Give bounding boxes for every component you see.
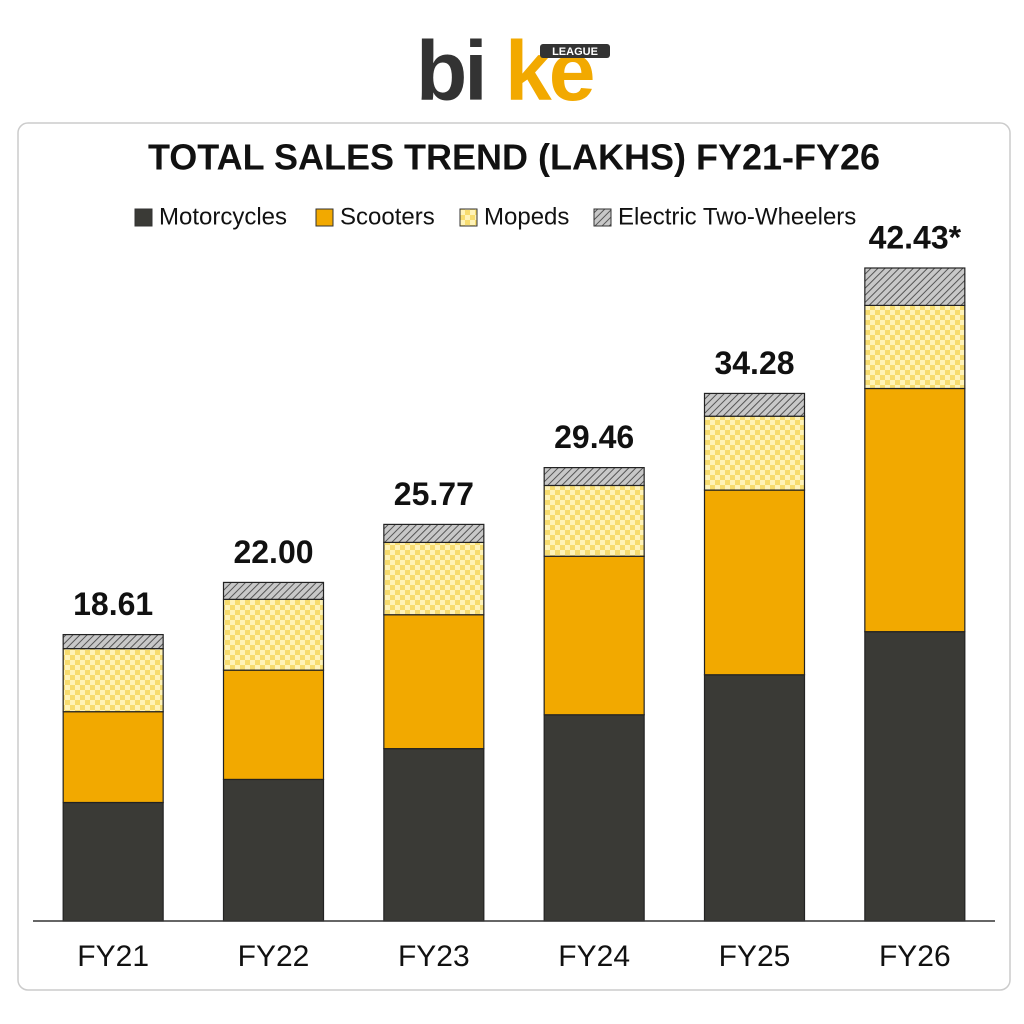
total-label: 29.46 <box>554 419 634 455</box>
bar-segment <box>703 489 806 676</box>
chart-title: TOTAL SALES TREND (LAKHS) FY21-FY26 <box>148 137 880 178</box>
bar-segment <box>864 631 966 922</box>
x-tick-label: FY24 <box>558 940 630 973</box>
bar-segment <box>703 392 806 417</box>
bar-segment <box>383 523 485 544</box>
bar-segment <box>222 581 325 600</box>
logo-badge: LEAGUE <box>552 46 598 58</box>
bar-segment <box>383 748 485 922</box>
bar-segment <box>222 669 325 781</box>
bar-segment <box>62 647 164 713</box>
bar-segment <box>543 714 645 922</box>
total-label: 34.28 <box>714 345 794 381</box>
total-label: 25.77 <box>394 476 474 512</box>
legend-label: Scooters <box>340 203 435 230</box>
logo-part: ke <box>505 24 593 118</box>
total-label: 42.43* <box>869 219 962 255</box>
total-label: 22.00 <box>233 534 313 570</box>
bar-segment <box>383 541 485 616</box>
bar-segment <box>864 304 966 390</box>
plot: 18.61 FY21 22.00 FY22 25.77 FY23 29.46 FY24 34.2… <box>62 219 966 973</box>
bar-segment <box>543 484 645 557</box>
bar-segment <box>62 711 164 804</box>
legend: Motorcycles Scooters Mopeds Electric Two-Wh… <box>134 203 856 230</box>
total-label: 18.61 <box>73 586 153 622</box>
bar-segment <box>703 415 806 491</box>
bar-segment <box>864 267 966 306</box>
x-tick-label: FY26 <box>879 940 951 973</box>
bar-segment <box>222 778 325 922</box>
bar-segment <box>703 674 806 922</box>
legend-swatch <box>315 208 334 227</box>
logo-part: bi <box>416 24 485 118</box>
legend-label: Mopeds <box>484 203 569 230</box>
logo: bi ke LEAGUE <box>416 24 610 118</box>
x-tick-label: FY25 <box>719 940 791 973</box>
bar-segment <box>62 801 164 922</box>
legend-label: Motorcycles <box>159 203 287 230</box>
bar-segment <box>222 598 325 671</box>
bar-segment <box>543 467 645 487</box>
legend-label: Electric Two-Wheelers <box>618 203 856 230</box>
x-tick-label: FY23 <box>398 940 470 973</box>
legend-swatch <box>134 208 153 227</box>
bar-segment <box>383 614 485 750</box>
card <box>17 122 1011 991</box>
bar-segment <box>62 633 164 650</box>
bar-segment <box>543 555 645 716</box>
logo-badge-bg <box>540 44 610 58</box>
bar-segment <box>864 387 966 633</box>
x-tick-label: FY22 <box>238 940 310 973</box>
legend-swatch <box>459 208 478 227</box>
x-tick-label: FY21 <box>77 940 149 973</box>
legend-swatch <box>593 208 612 227</box>
